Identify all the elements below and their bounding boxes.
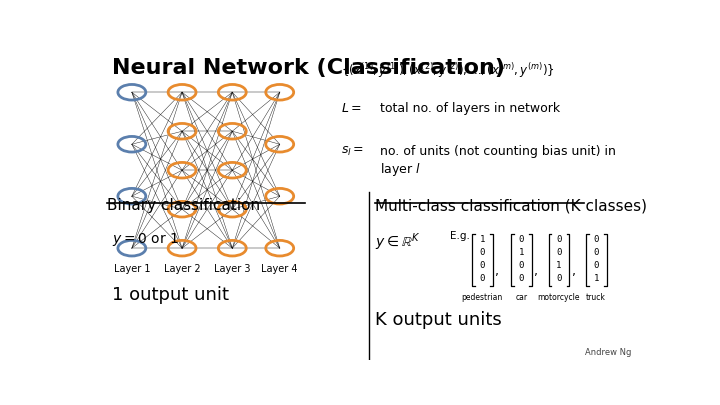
Text: 1: 1	[556, 261, 562, 270]
Text: $s_l = $: $s_l = $	[341, 145, 364, 158]
Text: 1: 1	[593, 274, 599, 283]
Text: 0: 0	[593, 261, 599, 270]
Text: 0: 0	[593, 235, 599, 244]
Text: Neural Network (Classification): Neural Network (Classification)	[112, 58, 505, 78]
Text: Binary classification: Binary classification	[107, 198, 260, 213]
Text: 0: 0	[518, 235, 524, 244]
Text: ,: ,	[495, 265, 499, 278]
Text: ,: ,	[534, 265, 538, 278]
Text: Layer 3: Layer 3	[214, 264, 251, 274]
Text: E.g.: E.g.	[450, 231, 469, 241]
Text: Andrew Ng: Andrew Ng	[585, 348, 631, 357]
Text: 0: 0	[556, 274, 562, 283]
Text: total no. of layers in network: total no. of layers in network	[380, 102, 560, 115]
Text: $\{(x^{(1)}, y^{(1)}), (x^{(2)}, y^{(2)}), \ldots, (x^{(m)}, y^{(m)})\}$: $\{(x^{(1)}, y^{(1)}), (x^{(2)}, y^{(2)}…	[341, 61, 554, 80]
Text: 0: 0	[480, 248, 485, 257]
Text: no. of units (not counting bias unit) in
layer $l$: no. of units (not counting bias unit) in…	[380, 145, 616, 178]
Text: Layer 1: Layer 1	[114, 264, 150, 274]
Text: 1: 1	[480, 235, 485, 244]
Text: $L = $: $L = $	[341, 102, 361, 115]
Text: car: car	[516, 293, 527, 303]
Text: K output units: K output units	[374, 311, 501, 328]
Text: 0: 0	[556, 248, 562, 257]
Text: 0: 0	[556, 235, 562, 244]
Text: 0: 0	[480, 261, 485, 270]
Text: Layer 2: Layer 2	[163, 264, 200, 274]
Text: truck: truck	[586, 293, 606, 303]
Text: 0: 0	[480, 274, 485, 283]
Text: 0: 0	[518, 274, 524, 283]
Text: Multi-class classification (K classes): Multi-class classification (K classes)	[374, 198, 647, 213]
Text: $y \in \mathbb{R}^K$: $y \in \mathbb{R}^K$	[374, 231, 420, 253]
Text: 0: 0	[593, 248, 599, 257]
Text: 1: 1	[518, 248, 524, 257]
Text: Layer 4: Layer 4	[261, 264, 298, 274]
Text: 1 output unit: 1 output unit	[112, 286, 229, 304]
Text: pedestrian: pedestrian	[462, 293, 503, 303]
Text: ,: ,	[572, 265, 575, 278]
Text: 0: 0	[518, 261, 524, 270]
Text: motorcycle: motorcycle	[537, 293, 580, 303]
Text: $y = 0$ or $1$: $y = 0$ or $1$	[112, 231, 179, 248]
